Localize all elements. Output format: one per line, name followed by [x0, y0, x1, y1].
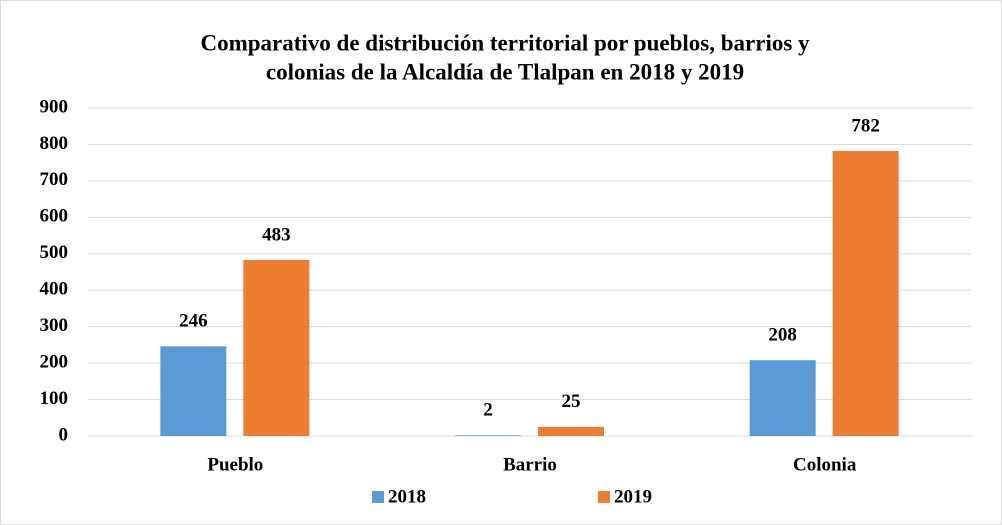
- data-label: 25: [562, 391, 581, 412]
- bar: [160, 346, 227, 436]
- x-tick-label: Pueblo: [207, 454, 263, 475]
- legend-swatch: [598, 491, 610, 503]
- bar: [749, 360, 816, 436]
- x-tick-label: Barrio: [503, 454, 557, 475]
- y-tick-label: 600: [40, 206, 69, 227]
- chart-title: colonias de la Alcaldía de Tlalpan en 20…: [266, 59, 744, 84]
- y-tick-label: 900: [40, 96, 69, 117]
- y-tick-label: 800: [40, 133, 69, 154]
- y-tick-label: 300: [40, 315, 69, 336]
- data-label: 2: [483, 400, 493, 421]
- y-tick-label: 0: [59, 424, 69, 445]
- bar: [455, 435, 521, 436]
- chart-title: Comparativo de distribución territorial …: [200, 30, 810, 55]
- x-tick-label: Colonia: [793, 454, 857, 475]
- data-label: 483: [262, 224, 291, 245]
- y-tick-label: 100: [40, 388, 69, 409]
- data-label: 246: [179, 311, 208, 332]
- legend-label: 2019: [614, 486, 652, 507]
- bar: [832, 151, 899, 436]
- bar: [538, 426, 604, 436]
- data-label: 782: [851, 115, 880, 136]
- legend-swatch: [372, 491, 384, 503]
- y-tick-label: 200: [40, 351, 69, 372]
- y-tick-label: 400: [40, 279, 69, 300]
- bar: [243, 259, 310, 436]
- legend-label: 2018: [388, 486, 426, 507]
- y-tick-label: 500: [40, 242, 69, 263]
- data-label: 208: [768, 325, 797, 346]
- y-tick-label: 700: [40, 169, 69, 190]
